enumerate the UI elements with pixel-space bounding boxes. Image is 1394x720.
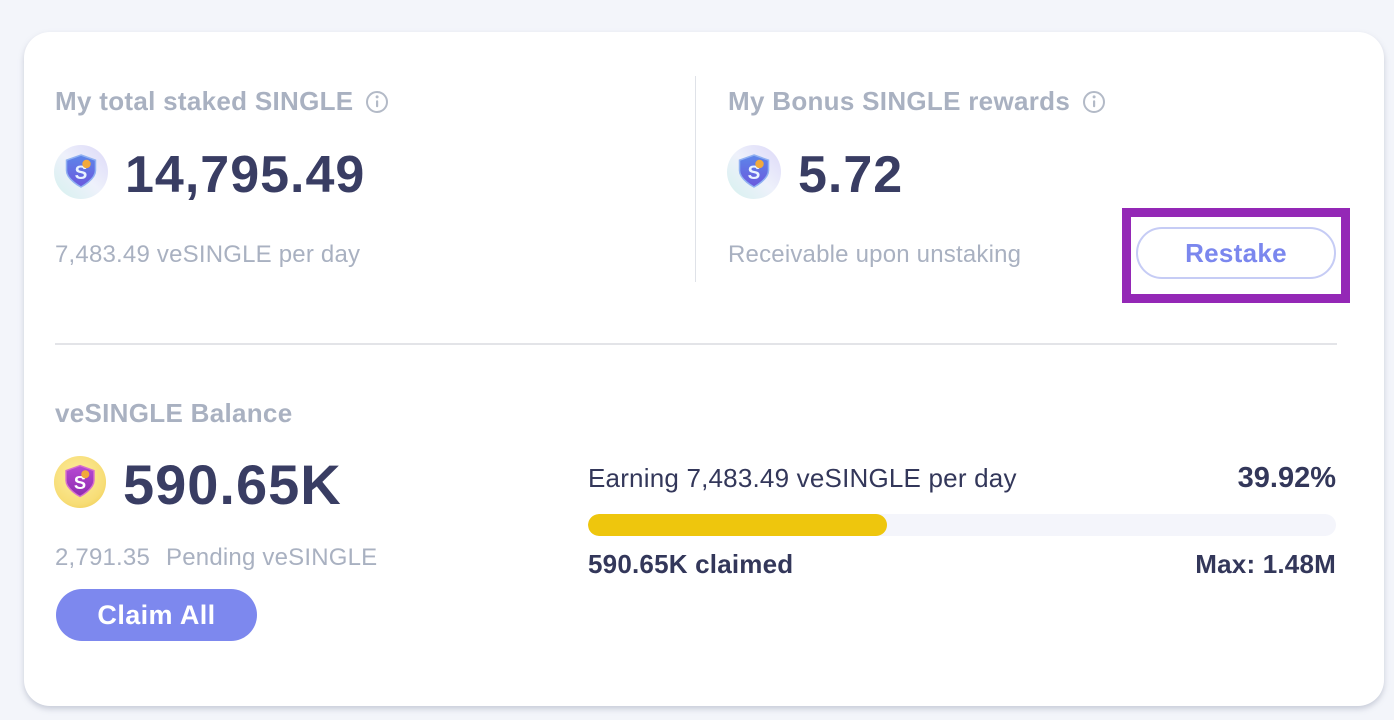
info-icon[interactable]: [1082, 90, 1106, 114]
max-amount-text: Max: 1.48M: [1195, 549, 1336, 579]
progress-bar-fill: [588, 514, 887, 536]
claim-all-button[interactable]: Claim All: [56, 589, 257, 641]
earning-progress-block: Earning 7,483.49 veSINGLE per day 39.92%…: [588, 462, 1336, 580]
bonus-value-row: S 5.72: [726, 144, 903, 205]
info-icon[interactable]: [365, 90, 389, 114]
balance-value: 590.65K: [123, 453, 342, 516]
staked-label-text: My total staked SINGLE: [55, 86, 354, 116]
svg-text:S: S: [748, 163, 761, 184]
claimed-footer-row: 590.65K claimed Max: 1.48M: [588, 549, 1336, 580]
staked-value: 14,795.49: [125, 145, 366, 204]
earning-rate-text: Earning 7,483.49 veSINGLE per day: [588, 463, 1017, 493]
pending-row: 2,791.35 Pending veSINGLE: [55, 544, 377, 572]
balance-label-text: veSINGLE Balance: [55, 398, 293, 428]
bonus-value: 5.72: [798, 145, 904, 204]
restake-button[interactable]: Restake: [1136, 227, 1336, 279]
pending-value: 2,791.35: [55, 544, 151, 571]
svg-text:S: S: [75, 163, 88, 184]
staking-card: My total staked SINGLE: [24, 32, 1384, 706]
top-sections-divider: [695, 76, 696, 282]
staked-section-label: My total staked SINGLE: [55, 86, 389, 117]
staked-subtitle: 7,483.49 veSINGLE per day: [55, 241, 361, 268]
claimed-amount-text: 590.65K claimed: [588, 549, 794, 579]
claimed-percent: 39.92%: [1237, 462, 1336, 494]
balance-section-label: veSINGLE Balance: [55, 398, 292, 429]
balance-value-row: S 590.65K: [53, 452, 342, 517]
pending-label: Pending veSINGLE: [166, 544, 378, 571]
bonus-subtitle: Receivable upon unstaking: [728, 241, 1022, 268]
earning-header-row: Earning 7,483.49 veSINGLE per day 39.92%: [588, 462, 1336, 495]
staked-value-row: S 14,795.49: [53, 144, 365, 205]
single-token-icon: S: [726, 144, 782, 205]
bonus-label-text: My Bonus SINGLE rewards: [728, 86, 1071, 116]
progress-bar-track: [588, 514, 1336, 536]
bonus-section-label: My Bonus SINGLE rewards: [728, 86, 1106, 117]
vesingle-token-icon: S: [53, 455, 107, 514]
sections-divider: [55, 343, 1337, 345]
single-token-icon: S: [53, 144, 109, 205]
